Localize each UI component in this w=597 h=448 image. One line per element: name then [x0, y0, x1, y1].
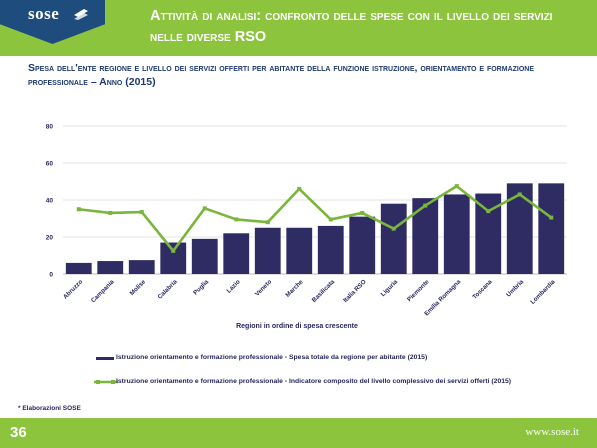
legend-swatch-bar	[96, 357, 114, 360]
bar	[128, 260, 155, 274]
bar	[443, 194, 470, 274]
line-point	[297, 186, 302, 191]
x-tick-label: Piemonte	[406, 278, 431, 303]
bar	[254, 227, 281, 274]
footnote: * Elaborazioni SOSE	[18, 405, 81, 412]
y-tick-label: 80	[46, 124, 54, 131]
x-tick-label: Molise	[129, 278, 148, 297]
chart-heading: Spesa dell'ente regione e livello dei se…	[28, 62, 535, 88]
x-tick-label: Basilicata	[311, 278, 337, 304]
bar	[317, 225, 344, 274]
y-tick-label: 20	[46, 235, 54, 242]
x-tick-label: Marche	[284, 278, 305, 299]
bar	[506, 183, 533, 274]
bar	[191, 238, 218, 274]
line-point	[360, 210, 365, 215]
bar	[223, 233, 250, 274]
x-tick-label: Veneto	[254, 278, 273, 297]
x-tick-label: Lombardia	[529, 278, 557, 306]
line-point	[108, 210, 113, 215]
x-tick-label: Umbria	[505, 278, 525, 298]
header-bar: sose Attività di analisi: confronto dell…	[0, 0, 597, 56]
line-point	[234, 217, 239, 222]
x-tick-label: Lazio	[226, 278, 242, 294]
sose-logo[interactable]: sose	[28, 4, 60, 23]
line-point	[171, 248, 176, 253]
bar	[349, 216, 376, 274]
bar	[380, 203, 407, 274]
bar	[65, 262, 92, 274]
bar	[412, 198, 439, 274]
line-point	[423, 203, 428, 208]
y-tick-label: 40	[46, 198, 54, 205]
x-tick-label: Puglia	[192, 278, 210, 296]
logo-icon	[74, 9, 88, 20]
x-tick-label: Calabria	[156, 278, 179, 301]
line-point	[486, 209, 491, 214]
page-number: 36	[10, 424, 27, 441]
line-point	[454, 184, 459, 189]
line-point	[202, 206, 207, 211]
line-point	[265, 220, 270, 225]
line-point	[328, 217, 333, 222]
y-tick-label: 60	[46, 161, 54, 168]
y-tick-label: 0	[49, 272, 53, 279]
chart-plot: 0 20 40 60 80 Abruzzo Campania Molise Calabria P…	[46, 124, 567, 330]
line-point	[549, 215, 554, 220]
line-point	[76, 207, 81, 212]
x-tick-label: Liguria	[380, 278, 400, 298]
line-point	[517, 192, 522, 197]
line-point	[139, 210, 144, 215]
line-point	[391, 226, 396, 231]
legend-label-indicatore: Istruzione orientamento e formazione pro…	[116, 378, 512, 385]
bar	[286, 227, 313, 274]
footer-bar: 36 www.sose.it	[0, 418, 597, 448]
series-line	[78, 184, 553, 253]
site-link[interactable]: www.sose.it	[525, 426, 579, 438]
x-tick-label: Toscana	[471, 278, 494, 301]
bar	[97, 261, 124, 274]
legend-label-spesa: Istruzione orientamento e formazione pro…	[116, 354, 428, 361]
bar	[160, 242, 187, 274]
x-tick-label: Campania	[90, 278, 116, 304]
legend-swatch-line	[94, 380, 118, 384]
x-tick-label: Abruzzo	[62, 278, 84, 300]
slide-title: Attività di analisi: confronto delle spe…	[150, 8, 553, 45]
x-tick-label: Italia RSO	[342, 278, 368, 304]
x-axis-title: Regioni in ordine di spesa crescente	[236, 323, 358, 330]
bar	[538, 183, 565, 274]
